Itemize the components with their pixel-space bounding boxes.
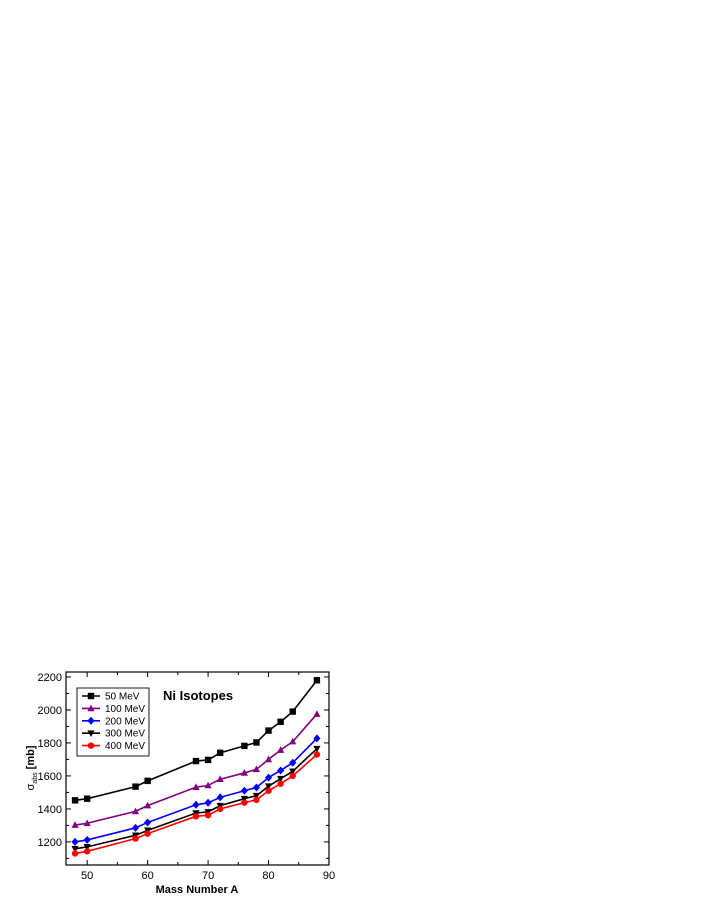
data-point [289,768,297,776]
data-point [131,807,140,815]
data-point [71,797,79,804]
data-point [132,783,139,790]
data-point [240,769,248,776]
data-point [216,775,224,783]
data-point [265,787,272,794]
data-point [71,846,79,853]
data-point [313,677,321,684]
data-point [277,775,285,783]
data-point [313,745,321,753]
data-point [71,821,79,828]
data-point [289,758,297,767]
y-tick-label: 1400 [38,804,62,816]
legend-marker [87,730,95,737]
data-point [313,734,321,743]
data-point [204,756,212,764]
legend-label: 200 MeV [105,716,145,727]
x-tick-label: 70 [202,870,214,882]
y-tick-label: 2000 [38,705,62,717]
data-point [277,746,285,753]
legend-label: 100 MeV [105,704,145,715]
series-200-mev [71,734,321,846]
data-point [313,710,321,717]
data-point [264,755,273,763]
y-tick-label: 1800 [38,738,62,750]
y-tick-label: 2200 [38,672,62,684]
data-point [241,799,248,806]
data-point [289,772,296,780]
data-point [252,765,261,773]
data-point [192,783,200,790]
data-point [216,793,224,802]
x-axis-title: Mass Number A [156,884,239,896]
data-point [277,718,284,726]
legend-marker [87,704,95,712]
data-point [252,783,261,792]
y-axis-title: σabs [mb] [25,745,39,790]
data-point [71,850,79,857]
y-tick-label: 1200 [38,837,62,849]
data-point [144,818,152,827]
y-axis-title-subscript: abs [32,772,39,784]
data-point [192,800,200,809]
legend-label: 50 MeV [105,692,140,703]
data-point [240,795,248,803]
series-50-mev [71,677,321,804]
data-point [216,805,224,813]
data-point [71,837,79,846]
x-tick-label: 60 [141,870,153,882]
x-tick-label: 80 [262,870,274,882]
data-point [144,830,151,837]
data-point [131,823,140,832]
x-tick-label: 50 [81,870,93,882]
data-point [204,811,212,819]
data-point [252,792,261,800]
data-point [289,737,297,745]
legend-marker [87,716,95,725]
data-point [83,819,91,827]
data-point [241,742,248,750]
data-point [216,749,224,757]
data-point [253,796,260,804]
data-point [277,780,284,787]
data-point [264,773,273,782]
chart-annotation: Ni Isotopes [163,688,233,703]
series-400-mev [71,751,321,857]
series-layer [71,677,321,857]
data-point [204,798,212,807]
x-tick-label: 90 [323,870,335,882]
plot-frame [65,671,330,866]
legend-label: 300 MeV [105,729,145,740]
axis-ticks: 50 60 70 80 90 1200 1400 1600 1800 2000 2200 [38,672,336,882]
y-tick-label: 1600 [38,771,62,783]
legend-marker [87,742,95,749]
data-point [265,727,272,734]
data-point [144,801,152,809]
data-point [192,757,200,765]
legend-marker [87,692,95,700]
y-axis-title-symbol: σ [25,783,37,790]
data-point [83,844,91,851]
data-point [204,781,212,789]
svg-text:σabs [mb]: σabs [mb] [25,745,39,790]
data-point [289,708,296,715]
data-point [192,813,200,820]
legend-label: 400 MeV [105,741,145,752]
data-point [83,795,91,802]
data-point [277,766,285,775]
data-point [83,835,91,844]
data-point [83,848,91,855]
data-point [313,751,321,758]
data-point [253,739,260,746]
data-point [144,777,151,785]
series-100-mev [71,710,321,828]
data-point [264,783,273,790]
data-point [240,786,248,795]
data-point [132,835,139,842]
y-axis-title-unit: [mb] [25,745,37,772]
